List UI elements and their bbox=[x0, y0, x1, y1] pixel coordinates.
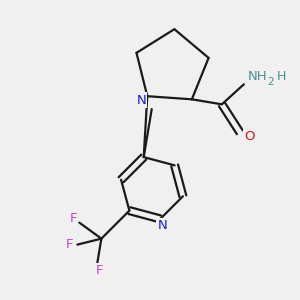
Text: N: N bbox=[158, 219, 167, 232]
Text: F: F bbox=[70, 212, 77, 225]
Text: F: F bbox=[66, 238, 73, 251]
Text: N: N bbox=[136, 94, 146, 107]
Text: 2: 2 bbox=[268, 77, 274, 87]
Text: NH: NH bbox=[248, 70, 268, 83]
Text: H: H bbox=[277, 70, 286, 83]
Text: F: F bbox=[96, 264, 103, 277]
Text: O: O bbox=[244, 130, 255, 143]
